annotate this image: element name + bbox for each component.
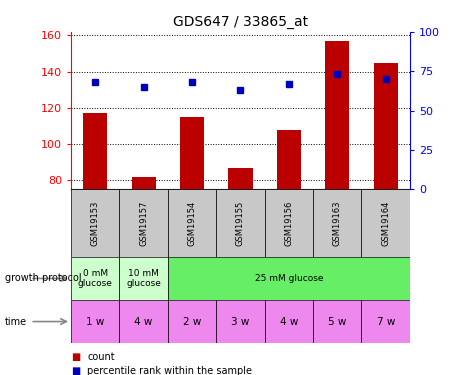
Title: GDS647 / 33865_at: GDS647 / 33865_at [173,15,308,30]
Text: growth protocol: growth protocol [5,273,81,284]
Text: 4 w: 4 w [280,316,298,327]
Bar [120,189,168,257]
Bar [313,300,361,343]
Text: GSM19153: GSM19153 [91,200,100,246]
Bar [131,177,156,189]
Bar [71,257,120,300]
Text: GSM19154: GSM19154 [187,201,196,246]
Text: 4 w: 4 w [135,316,153,327]
Bar [277,130,301,189]
Bar [71,300,120,343]
Text: 10 mM
glucose: 10 mM glucose [126,269,161,288]
Bar [168,257,410,300]
Text: percentile rank within the sample: percentile rank within the sample [87,366,252,375]
Text: 3 w: 3 w [231,316,250,327]
Text: ■: ■ [71,352,80,362]
Bar [361,300,410,343]
Bar [216,189,265,257]
Bar [374,63,398,189]
Bar [265,189,313,257]
Bar [71,189,120,257]
Bar [168,189,216,257]
Bar [361,189,410,257]
Bar [120,300,168,343]
Text: GSM19156: GSM19156 [284,200,294,246]
Bar [216,300,265,343]
Bar [180,117,204,189]
Bar [168,300,216,343]
Bar [313,189,361,257]
Bar [229,168,252,189]
Text: 0 mM
glucose: 0 mM glucose [78,269,113,288]
Text: 7 w: 7 w [376,316,395,327]
Text: GSM19155: GSM19155 [236,201,245,246]
Text: 2 w: 2 w [183,316,201,327]
Bar [83,113,107,189]
Bar [120,257,168,300]
Bar [265,300,313,343]
Text: 1 w: 1 w [86,316,104,327]
Text: 25 mM glucose: 25 mM glucose [255,274,323,283]
Text: time: time [5,316,27,327]
Text: count: count [87,352,114,362]
Text: 5 w: 5 w [328,316,346,327]
Text: GSM19163: GSM19163 [333,200,342,246]
Text: GSM19164: GSM19164 [381,200,390,246]
Text: GSM19157: GSM19157 [139,200,148,246]
Bar [325,41,349,189]
Text: ■: ■ [71,366,80,375]
